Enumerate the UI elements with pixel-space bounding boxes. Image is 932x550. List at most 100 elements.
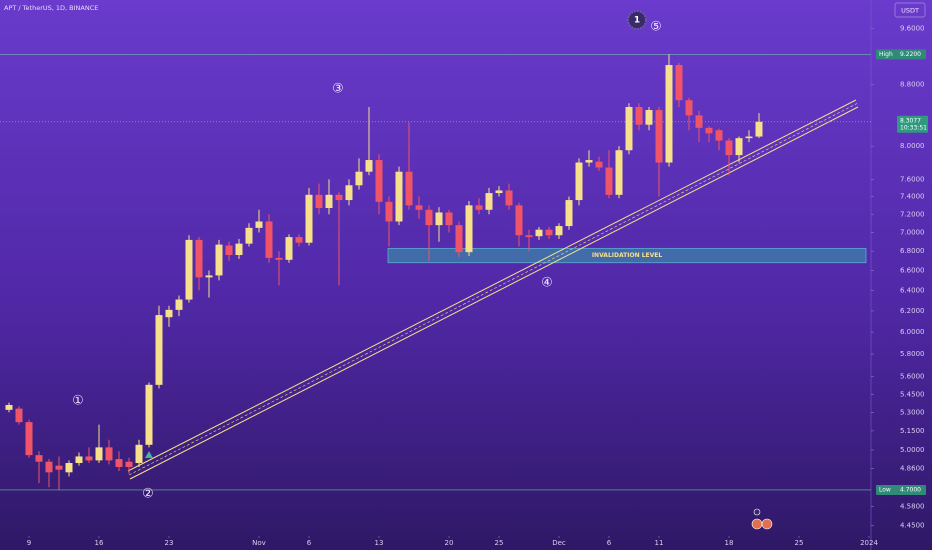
candle-body xyxy=(155,315,163,385)
candle-body xyxy=(505,190,513,206)
x-tick-label: 18 xyxy=(725,539,734,547)
price-tag-value: 4.7000 xyxy=(900,486,921,493)
y-tick-label: 5.0000 xyxy=(900,446,925,454)
candle-body xyxy=(375,160,383,202)
event-icon xyxy=(753,508,761,516)
candle-body xyxy=(705,127,713,134)
candle-body xyxy=(475,205,483,210)
candle-body xyxy=(515,205,523,236)
candle-body xyxy=(85,456,93,461)
wave-badge xyxy=(627,10,647,30)
x-tick-label: 6 xyxy=(607,539,612,547)
candle-body xyxy=(625,106,633,151)
y-tick-label: 6.6000 xyxy=(900,267,925,275)
candle-body xyxy=(135,444,143,464)
candle-body xyxy=(145,384,153,445)
y-tick-label: 7.0000 xyxy=(900,228,925,236)
candle-body xyxy=(395,171,403,222)
candle-body xyxy=(735,138,743,156)
candle-body xyxy=(535,229,543,237)
x-tick-label: 13 xyxy=(375,539,384,547)
x-tick-label: 25 xyxy=(795,539,804,547)
x-tick-label: 9 xyxy=(27,539,31,547)
y-tick-label: 5.1500 xyxy=(900,427,925,435)
y-tick-label: 5.4500 xyxy=(900,390,925,398)
price-tag-name: High xyxy=(879,51,893,58)
candle-body xyxy=(595,161,603,168)
candle-body xyxy=(655,110,663,163)
wave-label: ③ xyxy=(332,82,344,97)
candle-body xyxy=(525,235,533,238)
candle-body xyxy=(305,194,313,243)
candle-body xyxy=(115,459,123,467)
x-tick-label: 25 xyxy=(495,539,504,547)
wave-label: ① xyxy=(72,394,84,409)
candle-body xyxy=(645,110,653,125)
symbol-title: APT / TetherUS, 1D, BINANCE xyxy=(4,4,98,12)
y-tick-label: 8.0000 xyxy=(900,142,925,150)
y-tick-label: 4.4500 xyxy=(900,521,925,529)
candle-body xyxy=(175,299,183,310)
event-icon xyxy=(761,518,773,530)
candle-body xyxy=(35,455,43,462)
candle-body xyxy=(485,193,493,210)
x-tick-label: Nov xyxy=(252,539,266,547)
candle-body xyxy=(425,209,433,226)
candle-body xyxy=(55,465,63,470)
y-tick-label: 5.6000 xyxy=(900,373,925,381)
y-tick-label: 4.8600 xyxy=(900,464,925,472)
candle-body xyxy=(675,65,683,101)
wave-label: 1 xyxy=(634,16,640,26)
x-tick-label: Dec xyxy=(552,539,566,547)
candle-body xyxy=(165,309,173,318)
candle-body xyxy=(635,106,643,125)
wave-label: ⑤ xyxy=(650,20,662,35)
event-icon xyxy=(751,518,763,530)
last-price-tag xyxy=(897,115,928,133)
candle-body xyxy=(745,136,753,139)
candle-body xyxy=(345,185,353,201)
y-tick-label: 6.2000 xyxy=(900,307,925,315)
trend-line xyxy=(129,106,859,480)
candle-body xyxy=(415,205,423,210)
candle-body xyxy=(225,245,233,256)
currency-box[interactable] xyxy=(894,2,926,18)
candle-body xyxy=(45,461,53,473)
signal-marker xyxy=(145,451,153,458)
candle-body xyxy=(265,221,273,258)
candle-body xyxy=(105,447,113,461)
candle-body xyxy=(695,115,703,128)
candle-body xyxy=(95,447,103,461)
candle-body xyxy=(65,463,73,473)
candle-body xyxy=(285,237,293,260)
y-tick-label: 4.5800 xyxy=(900,503,925,511)
candle-body xyxy=(445,212,453,226)
candle-body xyxy=(205,275,213,278)
x-tick-label: 23 xyxy=(165,539,174,547)
candle-body xyxy=(315,194,323,209)
candle-body xyxy=(15,408,23,423)
plot: 9.6000 8.8000 8.0000 7.6000 7.4000 7.2000 7.00… xyxy=(0,10,928,547)
x-tick-label: 6 xyxy=(307,539,312,547)
y-tick-label: 7.2000 xyxy=(900,210,925,218)
y-tick-label: 5.3000 xyxy=(900,408,925,416)
x-tick-label: 11 xyxy=(655,539,664,547)
candle-body xyxy=(235,243,243,256)
currency[interactable]: USDT xyxy=(901,7,919,15)
candle-body xyxy=(255,221,263,228)
candle-body xyxy=(585,160,593,163)
y-tick-label: 5.8000 xyxy=(900,350,925,358)
candle-body xyxy=(605,167,613,195)
candle-body xyxy=(405,171,413,206)
candle-body xyxy=(575,162,583,201)
y-tick-label: 6.8000 xyxy=(900,247,925,255)
trend-line xyxy=(127,99,857,472)
candle-body xyxy=(455,225,463,253)
zone-label: INVALIDATION LEVEL xyxy=(592,252,663,259)
candle-body xyxy=(325,194,333,209)
price-tag-value: 9.2200 xyxy=(900,51,921,58)
last-price: 8.3077 xyxy=(900,117,921,124)
candle-body xyxy=(75,456,83,464)
